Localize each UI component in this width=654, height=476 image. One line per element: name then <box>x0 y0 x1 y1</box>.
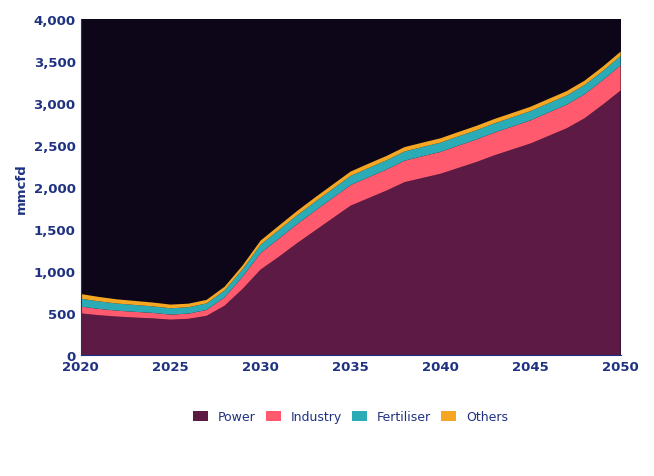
Legend: Power, Industry, Fertiliser, Others: Power, Industry, Fertiliser, Others <box>188 406 513 428</box>
Y-axis label: mmcfd: mmcfd <box>15 162 28 213</box>
